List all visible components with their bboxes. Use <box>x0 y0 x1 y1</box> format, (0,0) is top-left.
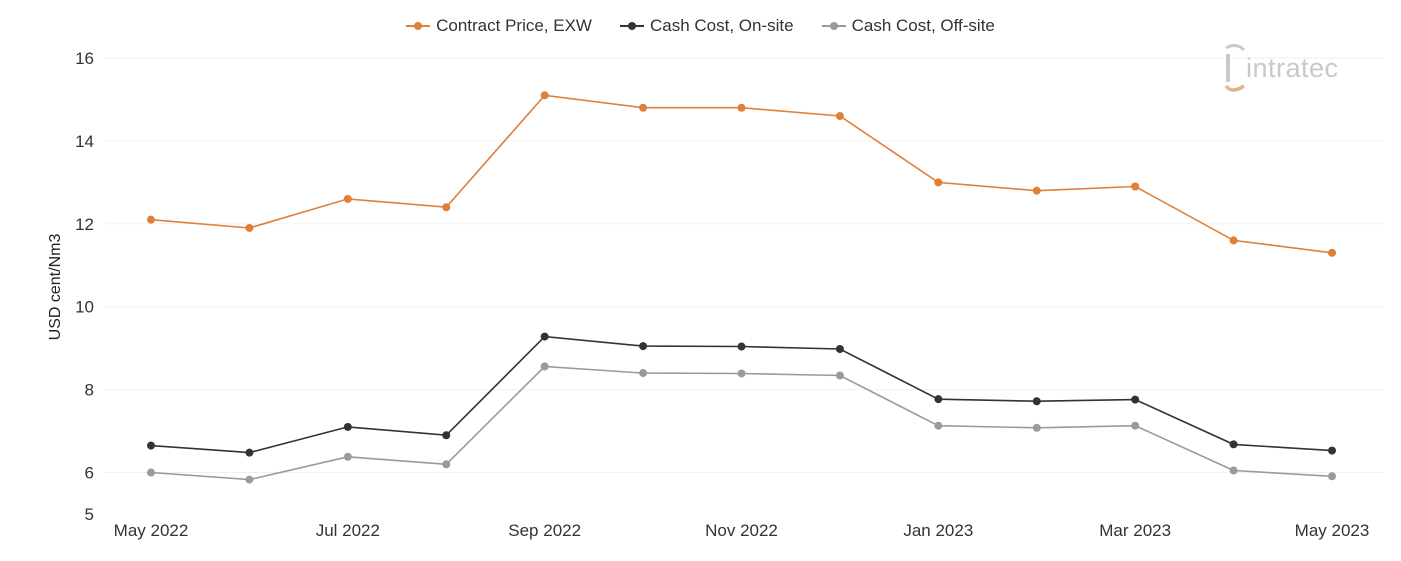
data-point[interactable] <box>540 362 549 371</box>
data-point[interactable] <box>343 194 352 203</box>
legend-item-cash-cost-offsite[interactable]: Cash Cost, Off-site <box>821 16 995 36</box>
data-point[interactable] <box>1131 182 1140 191</box>
y-tick-label: 5 <box>85 505 94 524</box>
data-point[interactable] <box>147 468 155 477</box>
data-point[interactable] <box>245 448 254 457</box>
data-point[interactable] <box>737 369 746 378</box>
series-1 <box>147 332 1336 457</box>
data-point[interactable] <box>1328 472 1336 481</box>
data-point[interactable] <box>147 441 155 450</box>
x-tick-label: Mar 2023 <box>1099 521 1171 540</box>
x-tick-label: May 2022 <box>114 521 189 540</box>
data-point[interactable] <box>343 452 352 461</box>
logo-text: intratec <box>1246 52 1339 83</box>
legend-label: Cash Cost, Off-site <box>851 16 995 35</box>
legend-item-contract-price[interactable]: Contract Price, EXW <box>406 16 592 36</box>
legend: Contract Price, EXW Cash Cost, On-site C… <box>0 16 1401 36</box>
series-line <box>150 94 1333 254</box>
data-point[interactable] <box>1032 186 1041 195</box>
data-point[interactable] <box>639 342 648 351</box>
data-point[interactable] <box>639 103 648 112</box>
x-axis-ticks: May 2022 Jul 2022 Sep 2022 Nov 2022 Jan 2023… <box>114 521 1370 540</box>
legend-marker-icon <box>406 20 431 32</box>
data-point[interactable] <box>1328 446 1336 455</box>
intratec-logo: intratec <box>1222 42 1339 94</box>
y-tick-label: 12 <box>75 215 94 234</box>
series-line <box>150 365 1333 481</box>
x-tick-label: May 2023 <box>1295 521 1370 540</box>
series-2 <box>147 362 1336 484</box>
y-tick-label: 14 <box>75 132 94 151</box>
y-tick-label: 16 <box>75 49 94 68</box>
y-tick-label: 8 <box>85 381 94 400</box>
data-point[interactable] <box>442 431 451 440</box>
data-point[interactable] <box>1032 423 1041 432</box>
y-axis-ticks: 5 6 8 10 12 14 16 <box>75 49 94 524</box>
data-point[interactable] <box>1131 395 1140 404</box>
data-point[interactable] <box>1131 421 1140 430</box>
data-point[interactable] <box>1229 466 1238 475</box>
data-point[interactable] <box>835 371 844 380</box>
legend-label: Contract Price, EXW <box>436 16 592 35</box>
x-tick-label: Jul 2022 <box>316 521 380 540</box>
data-point[interactable] <box>934 395 943 404</box>
data-point[interactable] <box>147 215 155 224</box>
data-point[interactable] <box>343 422 352 431</box>
y-axis-label: USD cent/Nm3 <box>47 234 64 341</box>
data-point[interactable] <box>1229 236 1238 245</box>
data-point[interactable] <box>442 203 451 212</box>
data-point[interactable] <box>540 332 549 341</box>
series-lines <box>147 91 1336 484</box>
legend-marker-icon <box>619 20 644 32</box>
data-point[interactable] <box>1229 440 1238 449</box>
x-tick-label: Nov 2022 <box>705 521 778 540</box>
legend-marker-icon <box>821 20 846 32</box>
data-point[interactable] <box>1328 248 1336 257</box>
legend-label: Cash Cost, On-site <box>649 16 794 35</box>
data-point[interactable] <box>835 112 844 121</box>
intratec-logo-icon <box>1224 43 1246 92</box>
x-tick-label: Jan 2023 <box>903 521 973 540</box>
data-point[interactable] <box>442 460 451 469</box>
data-point[interactable] <box>540 91 549 100</box>
data-point[interactable] <box>245 475 254 484</box>
y-tick-label: 6 <box>85 464 94 483</box>
data-point[interactable] <box>934 421 943 430</box>
data-point[interactable] <box>737 103 746 112</box>
data-point[interactable] <box>835 345 844 354</box>
data-point[interactable] <box>1032 397 1041 406</box>
data-point[interactable] <box>639 369 648 378</box>
data-point[interactable] <box>737 342 746 351</box>
x-tick-label: Sep 2022 <box>508 521 581 540</box>
data-point[interactable] <box>245 223 254 232</box>
legend-item-cash-cost-onsite[interactable]: Cash Cost, On-site <box>619 16 794 36</box>
y-tick-label: 10 <box>75 298 94 317</box>
gridlines <box>106 57 1383 474</box>
series-0 <box>147 91 1336 257</box>
data-point[interactable] <box>934 178 943 187</box>
